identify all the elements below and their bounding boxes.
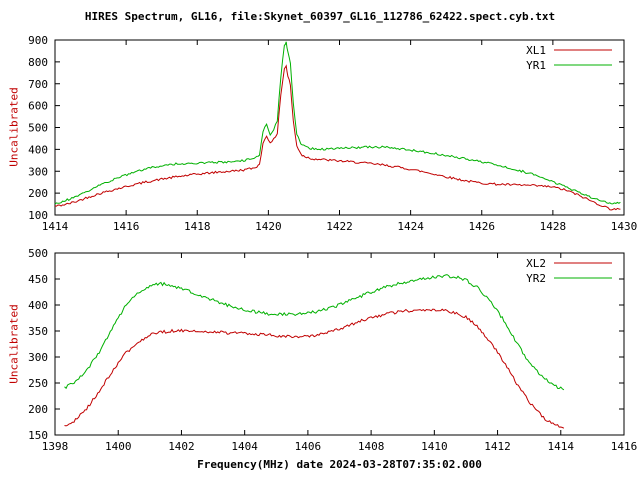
x-tick-label: 1422: [326, 220, 353, 233]
x-tick-label: 1402: [168, 440, 195, 453]
y-tick-label: 500: [28, 122, 48, 135]
chart-title: HIRES Spectrum, GL16, file:Skynet_60397_…: [84, 10, 556, 23]
x-tick-label: 1424: [397, 220, 424, 233]
x-tick-label: 1408: [358, 440, 385, 453]
y-tick-label: 150: [28, 429, 48, 442]
y-tick-label: 250: [28, 377, 48, 390]
y-tick-label: 900: [28, 34, 48, 47]
x-tick-label: 1428: [540, 220, 567, 233]
legend-label-yr2: YR2: [526, 272, 546, 285]
x-tick-label: 1430: [611, 220, 638, 233]
x-tick-label: 1398: [42, 440, 69, 453]
x-tick-label: 1412: [484, 440, 511, 453]
y-tick-label: 300: [28, 351, 48, 364]
x-tick-label: 1414: [548, 440, 575, 453]
y-tick-label: 300: [28, 165, 48, 178]
x-tick-label: 1416: [113, 220, 140, 233]
y-tick-label: 400: [28, 299, 48, 312]
x-tick-label: 1416: [611, 440, 638, 453]
y-tick-label: 200: [28, 187, 48, 200]
legend-label-yr1: YR1: [526, 59, 546, 72]
y-tick-label: 400: [28, 143, 48, 156]
x-tick-label: 1406: [295, 440, 322, 453]
plot-border: [54, 252, 625, 436]
x-tick-label: 1414: [42, 220, 69, 233]
y-tick-label: 450: [28, 273, 48, 286]
x-tick-label: 1404: [231, 440, 258, 453]
y-tick-label: 350: [28, 325, 48, 338]
y-tick-label: 800: [28, 56, 48, 69]
x-axis-label: Frequency(MHz) date 2024-03-28T07:35:02.…: [197, 458, 482, 471]
y-tick-label: 500: [28, 247, 48, 260]
series-line-xl2: [64, 308, 565, 429]
x-tick-label: 1426: [469, 220, 496, 233]
series-line-yr2: [64, 274, 565, 391]
x-tick-label: 1400: [105, 440, 132, 453]
x-tick-label: 1418: [184, 220, 211, 233]
x-tick-label: 1420: [255, 220, 282, 233]
y-tick-label: 600: [28, 100, 48, 113]
legend-label-xl2: XL2: [526, 257, 546, 270]
series-line-xl1: [54, 64, 621, 211]
y-tick-label: 200: [28, 403, 48, 416]
legend-label-xl1: XL1: [526, 44, 546, 57]
y-tick-label: 700: [28, 78, 48, 91]
series-line-yr1: [54, 41, 621, 205]
x-tick-label: 1410: [421, 440, 448, 453]
y-tick-label: 100: [28, 209, 48, 222]
